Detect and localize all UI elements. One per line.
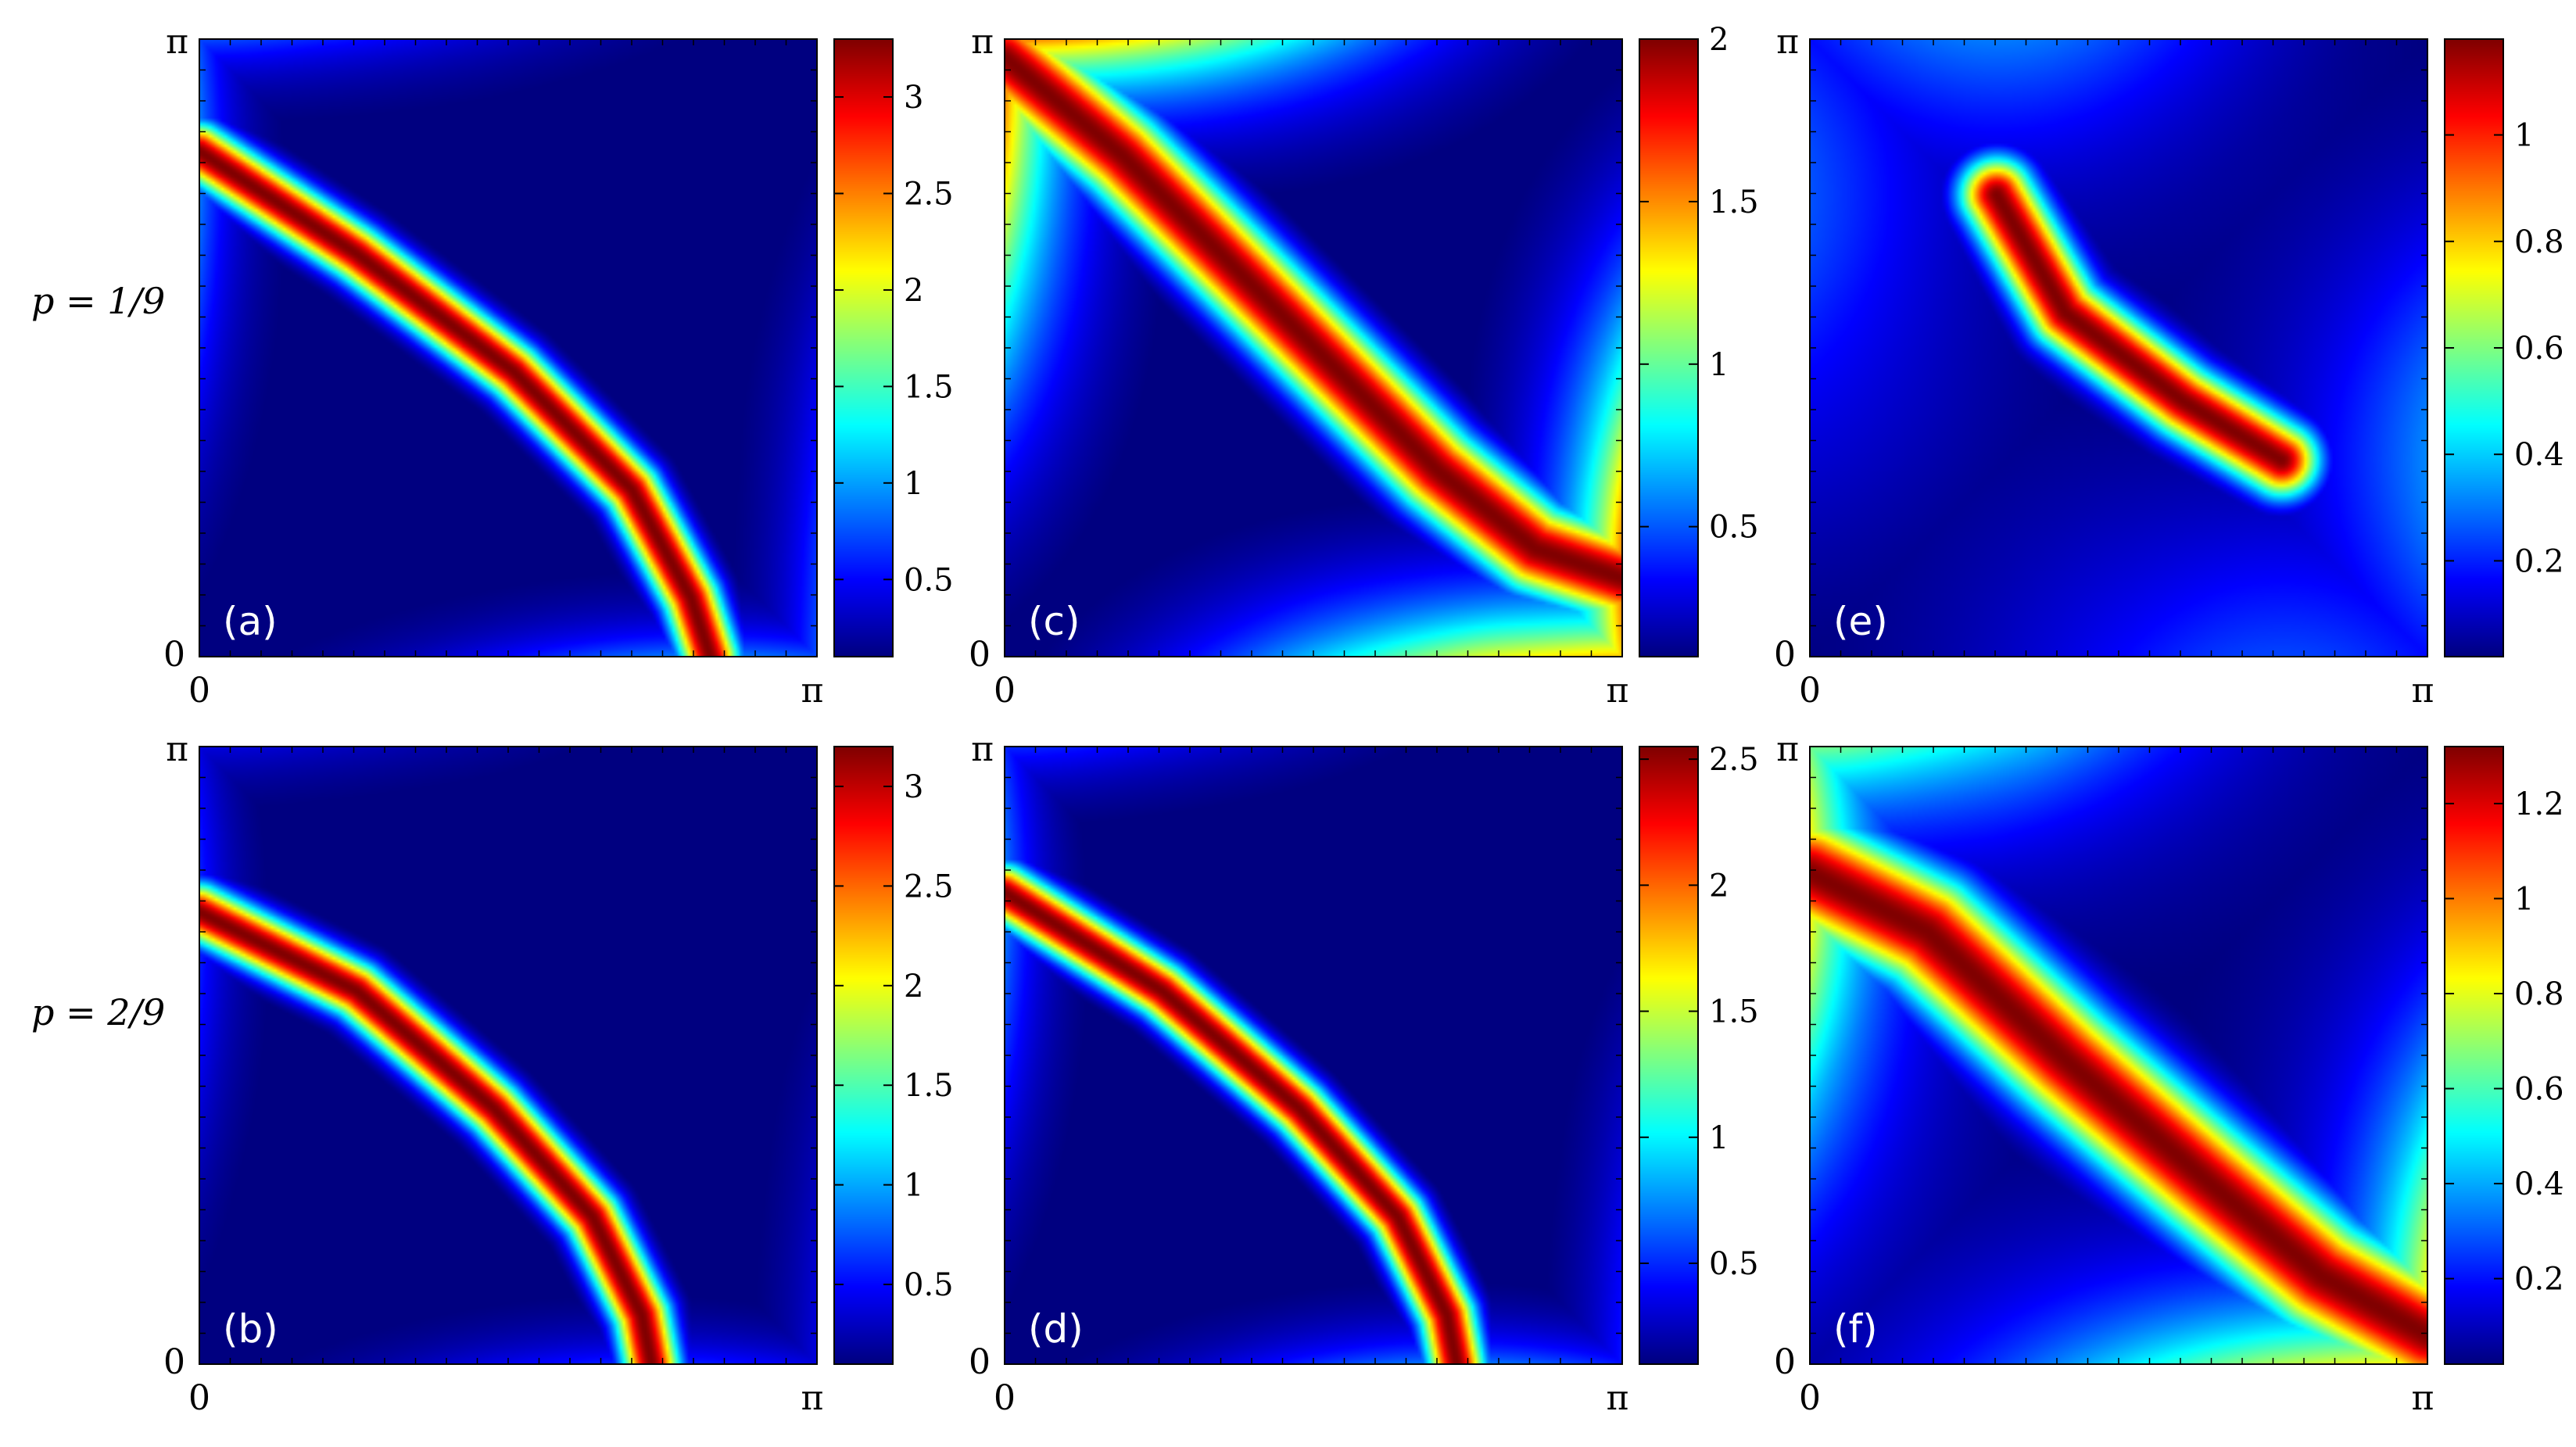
- colorbar-tick-label: 1: [904, 466, 923, 502]
- heatmap-image: [1810, 747, 2427, 1364]
- x-tick-label: 0: [1799, 671, 1821, 711]
- x-tick-label: 0: [994, 671, 1016, 711]
- x-tick-label: 0: [994, 1378, 1016, 1418]
- row-label-top: p = 1/9: [31, 280, 166, 322]
- colorbar-frame: [833, 38, 894, 657]
- x-tick-label: π: [2412, 671, 2434, 711]
- y-tick-label: π: [1776, 22, 1799, 62]
- colorbar: 0.5 1 1.5 2: [1639, 22, 1759, 657]
- colorbar-tick-label: 0.4: [2514, 437, 2564, 473]
- y-tick-label: 0: [1774, 635, 1796, 675]
- colorbar-tick-label: 2: [1709, 22, 1729, 58]
- colorbar-gradient: [834, 747, 893, 1364]
- colorbar-gradient: [2445, 747, 2503, 1364]
- colorbar-tick-label: 2.5: [1709, 742, 1759, 778]
- colorbar-tick-label: 0.5: [904, 1267, 954, 1303]
- x-tick-label: 0: [1799, 1378, 1821, 1418]
- colorbar: 0.5 1 1.5 2 2.5 3: [833, 38, 954, 657]
- colorbar-tick-label: 2: [904, 273, 923, 309]
- colorbar-tick-label: 0.8: [2514, 976, 2564, 1012]
- colorbar-tick-label: 2.5: [904, 869, 954, 904]
- x-tick-label: π: [1607, 671, 1629, 711]
- x-tick-label: π: [801, 671, 824, 711]
- row-label-bottom: p = 2/9: [31, 991, 166, 1033]
- colorbar-tick-label: 0.2: [2514, 543, 2564, 579]
- panel-label: (a): [223, 599, 278, 644]
- heatmap-image: [1005, 747, 1622, 1364]
- panel-label: (f): [1833, 1306, 1878, 1352]
- colorbar-tick-label: 3: [904, 80, 923, 116]
- x-tick-label: 0: [188, 1378, 210, 1418]
- y-tick-label: 0: [969, 635, 991, 675]
- panel-e: 0 π 0 π (e) 0.2 0.4 0.6 0.8 1: [1774, 22, 2564, 711]
- colorbar-tick-label: 0.6: [2514, 331, 2564, 367]
- heatmap-image: [1005, 39, 1622, 657]
- panel-f: 0 π 0 π (f) 0.2 0.4 0.6 0.8 1 1.2: [1774, 729, 2564, 1418]
- colorbar-tick-label: 0.2: [2514, 1262, 2564, 1298]
- colorbar-tick-label: 1: [1709, 347, 1729, 383]
- panel-a: 0 π 0 π (a) 0.5 1 1.5 2 2.5 3: [163, 22, 954, 711]
- colorbar: 0.2 0.4 0.6 0.8 1 1.2: [2444, 746, 2564, 1365]
- colorbar-frame: [2444, 746, 2504, 1365]
- y-tick-label: 0: [1774, 1342, 1796, 1382]
- colorbar-frame: [1639, 38, 1699, 657]
- panel-label: (c): [1028, 599, 1080, 644]
- colorbar-tick-label: 1.5: [904, 1068, 954, 1104]
- colorbar-tick-label: 1: [904, 1168, 923, 1204]
- colorbar-frame: [1639, 746, 1699, 1365]
- y-tick-label: π: [1776, 729, 1799, 769]
- y-tick-label: π: [166, 729, 188, 769]
- colorbar-tick-label: 0.6: [2514, 1072, 2564, 1108]
- colorbar-tick-label: 3: [904, 769, 923, 805]
- colorbar-tick-label: 1: [1709, 1120, 1729, 1156]
- panel-c: 0 π 0 π (c) 0.5 1 1.5 2: [969, 22, 1759, 711]
- panel-label: (e): [1833, 599, 1888, 644]
- x-tick-label: 0: [188, 671, 210, 711]
- colorbar-tick-label: 2: [904, 969, 923, 1005]
- colorbar: 0.2 0.4 0.6 0.8 1: [2444, 38, 2564, 657]
- colorbar-tick-label: 1.5: [1709, 994, 1759, 1030]
- colorbar-gradient: [1639, 747, 1698, 1364]
- y-tick-label: 0: [969, 1342, 991, 1382]
- colorbar-tick-label: 0.5: [1709, 1246, 1759, 1282]
- y-tick-label: 0: [163, 1342, 185, 1382]
- y-tick-label: π: [971, 22, 994, 62]
- heatmap-image: [199, 747, 817, 1364]
- colorbar: 0.5 1 1.5 2 2.5: [1639, 742, 1759, 1365]
- colorbar-tick-label: 1.5: [904, 369, 954, 405]
- colorbar-tick-label: 1: [2514, 881, 2534, 917]
- colorbar: 0.5 1 1.5 2 2.5 3: [833, 746, 954, 1365]
- heatmap-image: [1810, 39, 2427, 657]
- y-tick-label: 0: [163, 635, 185, 675]
- colorbar-gradient: [834, 39, 893, 657]
- colorbar-tick-label: 1.2: [2514, 786, 2564, 822]
- colorbar-tick-label: 2.5: [904, 177, 954, 213]
- x-tick-label: π: [801, 1378, 824, 1418]
- panel-d: 0 π 0 π (d) 0.5 1 1.5 2 2.5: [969, 729, 1759, 1418]
- colorbar-tick-label: 1: [2514, 118, 2534, 154]
- heatmap-image: [199, 39, 817, 657]
- x-tick-label: π: [1607, 1378, 1629, 1418]
- colorbar-tick-label: 0.8: [2514, 224, 2564, 260]
- colorbar-gradient: [1639, 39, 1698, 657]
- y-tick-label: π: [971, 729, 994, 769]
- colorbar-tick-label: 2: [1709, 868, 1729, 904]
- colorbar-tick-label: 0.5: [1709, 510, 1759, 546]
- panel-label: (b): [223, 1306, 278, 1352]
- panel-b: 0 π 0 π (b) 0.5 1 1.5 2 2.5 3: [163, 729, 954, 1418]
- colorbar-frame: [833, 746, 894, 1365]
- y-tick-label: π: [166, 22, 188, 62]
- colorbar-tick-label: 0.5: [904, 562, 954, 598]
- colorbar-gradient: [2445, 39, 2503, 657]
- x-tick-label: π: [2412, 1378, 2434, 1418]
- colorbar-tick-label: 1.5: [1709, 184, 1759, 220]
- panel-label: (d): [1028, 1306, 1084, 1352]
- colorbar-tick-label: 0.4: [2514, 1166, 2564, 1202]
